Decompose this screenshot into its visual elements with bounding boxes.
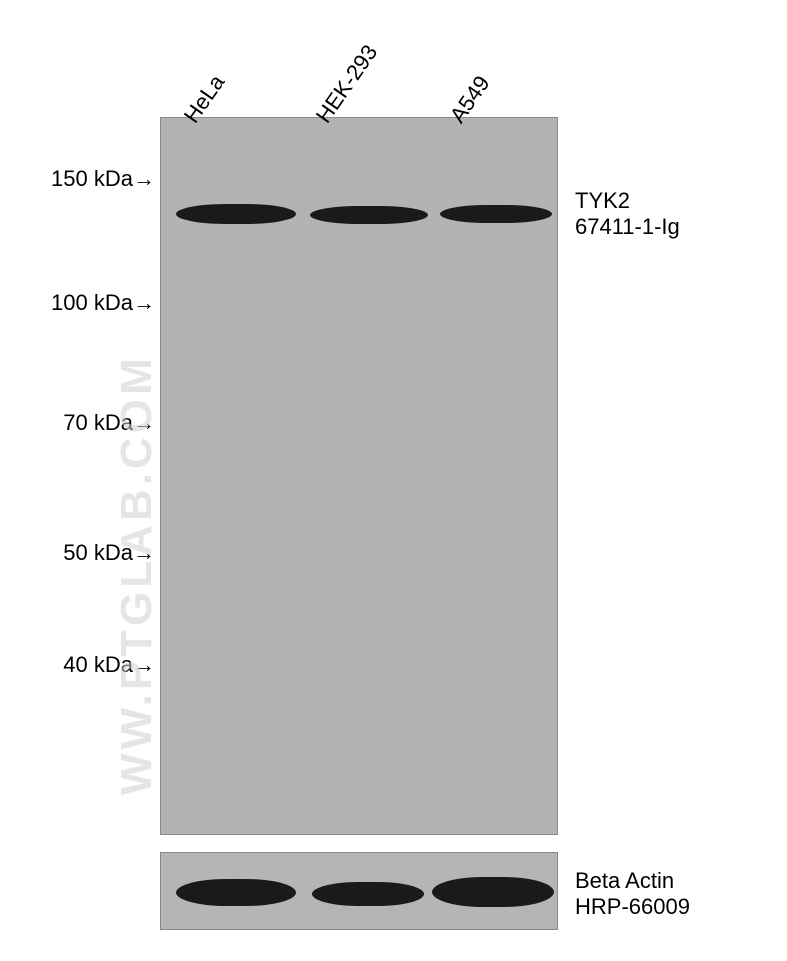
figure-container: HeLa HEK-293 A549 150 kDa→ 100 kDa→ 70 k… xyxy=(0,0,787,961)
mw-marker: 40 kDa→ xyxy=(34,652,155,678)
mw-value: 40 kDa xyxy=(63,652,133,677)
target-label: Beta Actin xyxy=(575,868,674,894)
mw-value: 100 kDa xyxy=(51,290,133,315)
target-label: TYK2 xyxy=(575,188,630,214)
lane-label: HEK-293 xyxy=(311,40,384,128)
arrow-icon: → xyxy=(133,166,155,192)
mw-marker: 150 kDa→ xyxy=(20,166,155,192)
actin-band xyxy=(176,879,296,906)
tyk2-band xyxy=(176,204,296,224)
mw-value: 50 kDa xyxy=(63,540,133,565)
tyk2-band xyxy=(310,206,428,224)
mw-marker: 50 kDa→ xyxy=(34,540,155,566)
antibody-label: 67411-1-Ig xyxy=(575,214,680,240)
tyk2-band xyxy=(440,205,552,223)
arrow-icon: → xyxy=(133,410,155,436)
arrow-icon: → xyxy=(133,540,155,566)
mw-value: 150 kDa xyxy=(51,166,133,191)
arrow-icon: → xyxy=(133,290,155,316)
mw-marker: 100 kDa→ xyxy=(20,290,155,316)
mw-value: 70 kDa xyxy=(63,410,133,435)
arrow-icon: → xyxy=(133,652,155,678)
antibody-label: HRP-66009 xyxy=(575,894,690,920)
actin-band xyxy=(312,882,424,906)
mw-marker: 70 kDa→ xyxy=(34,410,155,436)
main-blot xyxy=(160,117,558,835)
actin-band xyxy=(432,877,554,907)
